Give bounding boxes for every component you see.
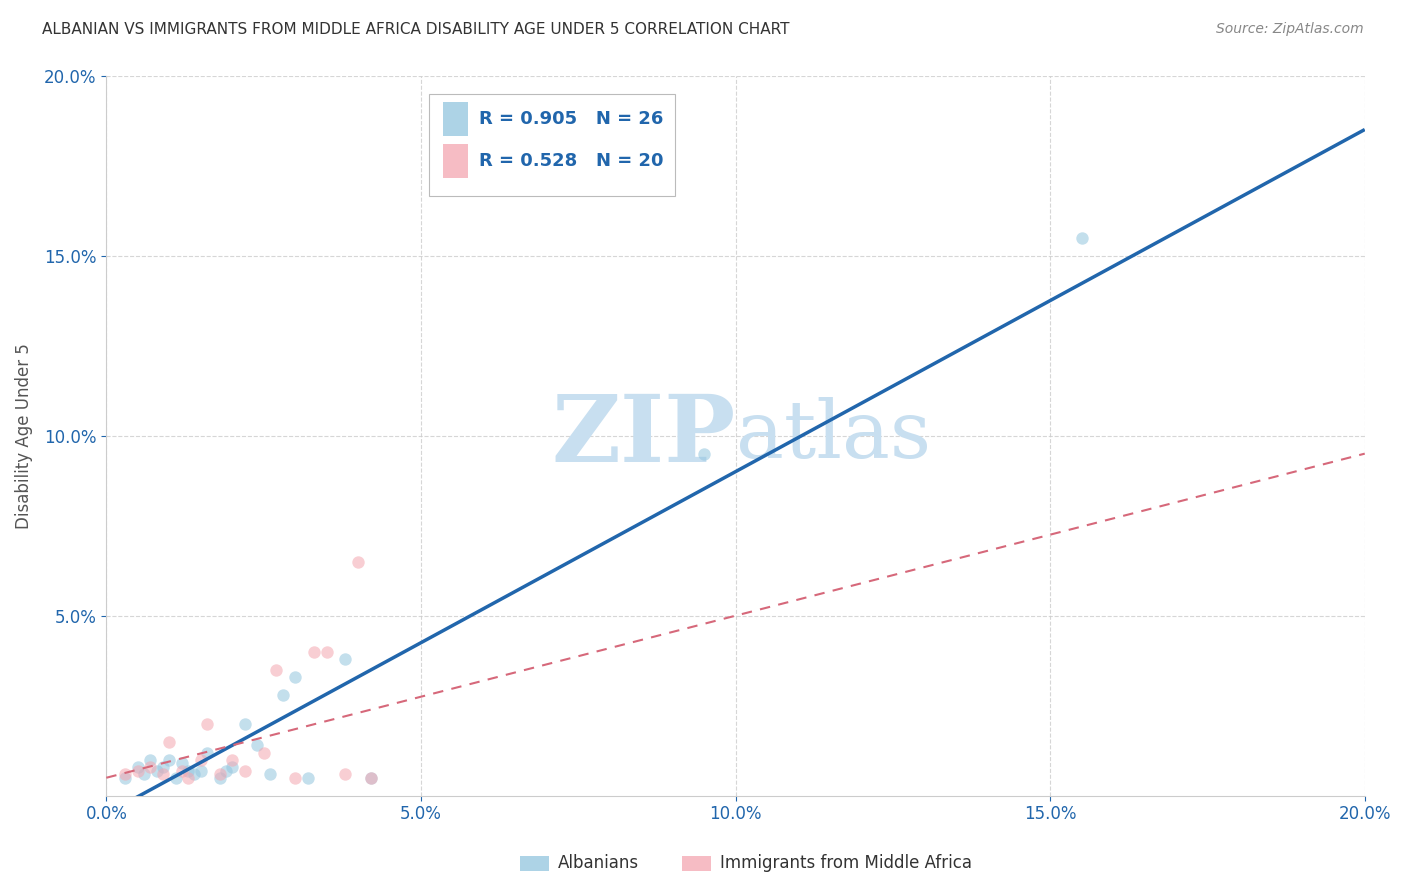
Point: [221, 760, 243, 774]
Point: [1070, 230, 1092, 244]
Point: [165, 771, 187, 785]
Text: Source: ZipAtlas.com: Source: ZipAtlas.com: [1216, 22, 1364, 37]
Point: [170, 756, 193, 771]
Point: [221, 753, 243, 767]
Point: [195, 716, 218, 731]
Point: [360, 771, 382, 785]
Point: [347, 555, 370, 569]
Point: [139, 760, 162, 774]
Text: R = 0.528   N = 20: R = 0.528 N = 20: [479, 152, 664, 169]
Point: [177, 771, 200, 785]
Point: [114, 767, 136, 781]
Point: [127, 760, 149, 774]
Point: [246, 739, 269, 753]
Point: [693, 447, 716, 461]
Point: [132, 767, 155, 781]
Point: [233, 764, 256, 778]
Point: [297, 771, 319, 785]
Point: [284, 670, 307, 684]
Point: [264, 663, 287, 677]
Point: [183, 767, 205, 781]
Point: [271, 688, 294, 702]
Point: [335, 652, 357, 666]
Point: [157, 753, 180, 767]
Point: [157, 735, 180, 749]
Point: [360, 771, 382, 785]
Point: [152, 767, 174, 781]
Point: [152, 760, 174, 774]
Point: [302, 645, 325, 659]
Point: [259, 767, 281, 781]
Point: [170, 764, 193, 778]
Point: [195, 746, 218, 760]
Point: [139, 753, 162, 767]
Point: [284, 771, 307, 785]
Point: [253, 746, 276, 760]
Text: R = 0.905   N = 26: R = 0.905 N = 26: [479, 110, 664, 128]
Point: [215, 764, 238, 778]
Text: Albanians: Albanians: [558, 855, 638, 872]
Point: [335, 767, 357, 781]
Point: [208, 767, 231, 781]
Text: atlas: atlas: [735, 397, 931, 475]
Point: [233, 716, 256, 731]
Text: ZIP: ZIP: [551, 391, 735, 481]
Point: [114, 771, 136, 785]
Point: [145, 764, 167, 778]
Y-axis label: Disability Age Under 5: Disability Age Under 5: [15, 343, 32, 529]
Point: [315, 645, 337, 659]
Point: [208, 771, 231, 785]
Text: ALBANIAN VS IMMIGRANTS FROM MIDDLE AFRICA DISABILITY AGE UNDER 5 CORRELATION CHA: ALBANIAN VS IMMIGRANTS FROM MIDDLE AFRIC…: [42, 22, 790, 37]
Text: Immigrants from Middle Africa: Immigrants from Middle Africa: [720, 855, 972, 872]
Point: [127, 764, 149, 778]
Point: [177, 764, 200, 778]
Point: [190, 764, 212, 778]
Point: [190, 753, 212, 767]
